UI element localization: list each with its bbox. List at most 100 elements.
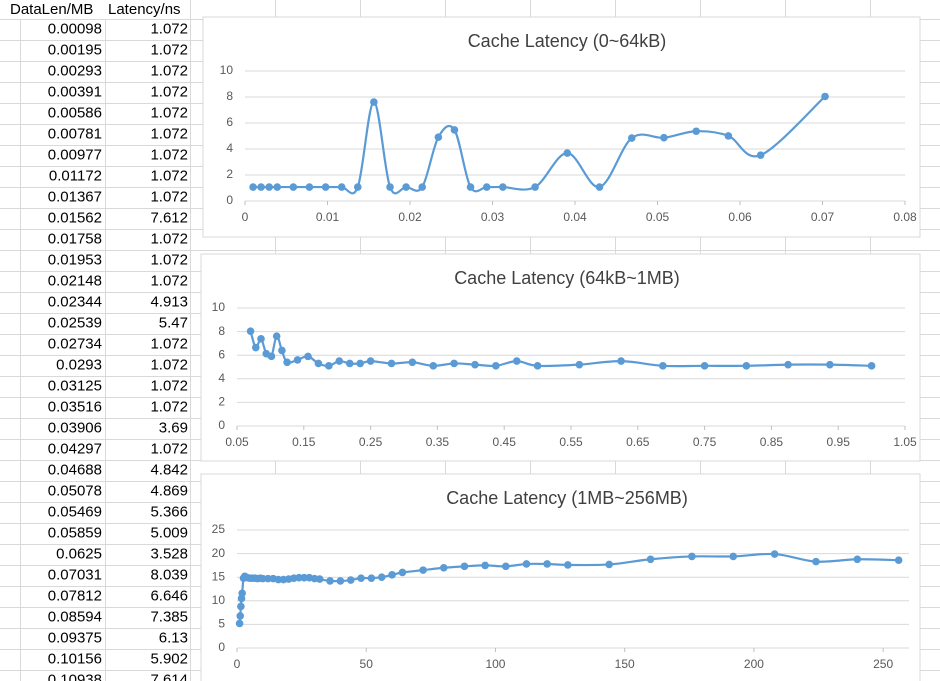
- data-point: [499, 183, 507, 191]
- x-tick-label: 50: [360, 657, 374, 671]
- cell: 0.02344: [48, 293, 102, 310]
- data-point: [314, 359, 323, 368]
- x-tick-label: 1.05: [893, 435, 917, 449]
- cell: 0.05469: [48, 503, 102, 520]
- y-tick-label: 5: [218, 617, 225, 631]
- cell: 0.00098: [48, 20, 102, 37]
- x-tick-label: 0.85: [760, 435, 784, 449]
- data-point: [617, 357, 625, 365]
- x-tick-label: 0.07: [811, 210, 835, 224]
- cell: 1.072: [150, 377, 188, 394]
- data-point: [492, 362, 500, 370]
- x-tick-label: 250: [873, 657, 893, 671]
- data-point: [450, 359, 458, 368]
- x-tick-label: 0.05: [225, 435, 249, 449]
- cell: 0.10938: [48, 671, 102, 681]
- cell: 0.08594: [48, 608, 102, 625]
- cell: 0.0625: [56, 545, 102, 562]
- cell: 1.072: [150, 398, 188, 415]
- data-point: [398, 568, 407, 577]
- cell: 8.039: [150, 566, 188, 583]
- x-tick-label: 0.04: [563, 210, 587, 224]
- data-point: [237, 602, 245, 611]
- x-tick-label: 150: [615, 657, 635, 671]
- cell: 4.913: [150, 293, 188, 310]
- cell: 0.02148: [48, 272, 102, 289]
- data-point: [543, 560, 551, 568]
- data-point: [481, 561, 489, 570]
- data-point: [595, 183, 604, 191]
- data-point: [688, 552, 696, 561]
- data-point: [522, 560, 531, 568]
- data-point: [356, 359, 364, 368]
- y-tick-label: 10: [212, 300, 226, 314]
- cell: 0.00977: [48, 146, 102, 163]
- cell: 0.02539: [48, 314, 102, 331]
- data-point: [867, 362, 876, 370]
- data-point: [729, 552, 738, 561]
- cell: 0.04297: [48, 440, 102, 457]
- data-point: [388, 571, 396, 579]
- data-point: [784, 360, 792, 369]
- data-point: [272, 332, 281, 340]
- y-tick-label: 8: [218, 324, 225, 338]
- data-point: [756, 151, 765, 159]
- data-point: [238, 589, 246, 598]
- cell: 1.072: [150, 230, 188, 247]
- cell: 0.09375: [48, 629, 102, 646]
- cell: 0.01953: [48, 251, 102, 268]
- header-row: [0, 0, 190, 19]
- cell: 1.072: [150, 440, 188, 457]
- data-point: [450, 126, 459, 134]
- data-point: [429, 362, 438, 370]
- data-point: [345, 359, 354, 368]
- cell: 7.612: [150, 209, 188, 226]
- cell: 1.072: [150, 125, 188, 142]
- cell: 0.10156: [48, 650, 102, 667]
- chart-area: [202, 16, 921, 238]
- cell: 0.03125: [48, 377, 102, 394]
- cell: 0.0293: [56, 356, 102, 373]
- data-point: [257, 335, 265, 343]
- data-point: [434, 133, 443, 141]
- data-point: [419, 566, 427, 574]
- cell: 0.07031: [48, 566, 102, 583]
- x-tick-label: 0: [242, 210, 249, 224]
- data-point: [387, 359, 396, 368]
- y-tick-label: 15: [212, 569, 226, 583]
- cell: 1.072: [150, 167, 188, 184]
- cell: 5.47: [159, 314, 188, 331]
- cell: 0.00586: [48, 104, 102, 121]
- data-point: [321, 183, 330, 191]
- cell: 4.842: [150, 461, 188, 478]
- data-point: [367, 574, 376, 582]
- x-tick-label: 0.45: [493, 435, 517, 449]
- cell: 1.072: [150, 62, 188, 79]
- x-tick-label: 0: [234, 657, 241, 671]
- data-point: [659, 362, 667, 370]
- data-point: [377, 573, 386, 581]
- data-point: [563, 149, 572, 157]
- y-tick-label: 0: [218, 640, 225, 654]
- data-point: [660, 133, 668, 142]
- data-point: [249, 183, 257, 191]
- data-point: [605, 560, 613, 569]
- cell: 7.614: [150, 671, 188, 681]
- data-point: [335, 357, 344, 365]
- cell: 1.072: [150, 335, 188, 352]
- data-point: [742, 362, 751, 370]
- y-tick-label: 6: [218, 347, 225, 361]
- data-point: [646, 555, 655, 564]
- cell: 0.05078: [48, 482, 102, 499]
- data-point: [408, 358, 417, 367]
- y-tick-label: 6: [226, 115, 233, 129]
- data-point: [283, 358, 291, 367]
- data-point: [533, 362, 542, 370]
- data-point: [724, 132, 733, 140]
- data-point: [325, 362, 333, 370]
- data-point: [482, 183, 491, 191]
- cell: 6.13: [159, 629, 188, 646]
- cell: 0.00781: [48, 125, 102, 142]
- y-tick-label: 2: [226, 167, 233, 181]
